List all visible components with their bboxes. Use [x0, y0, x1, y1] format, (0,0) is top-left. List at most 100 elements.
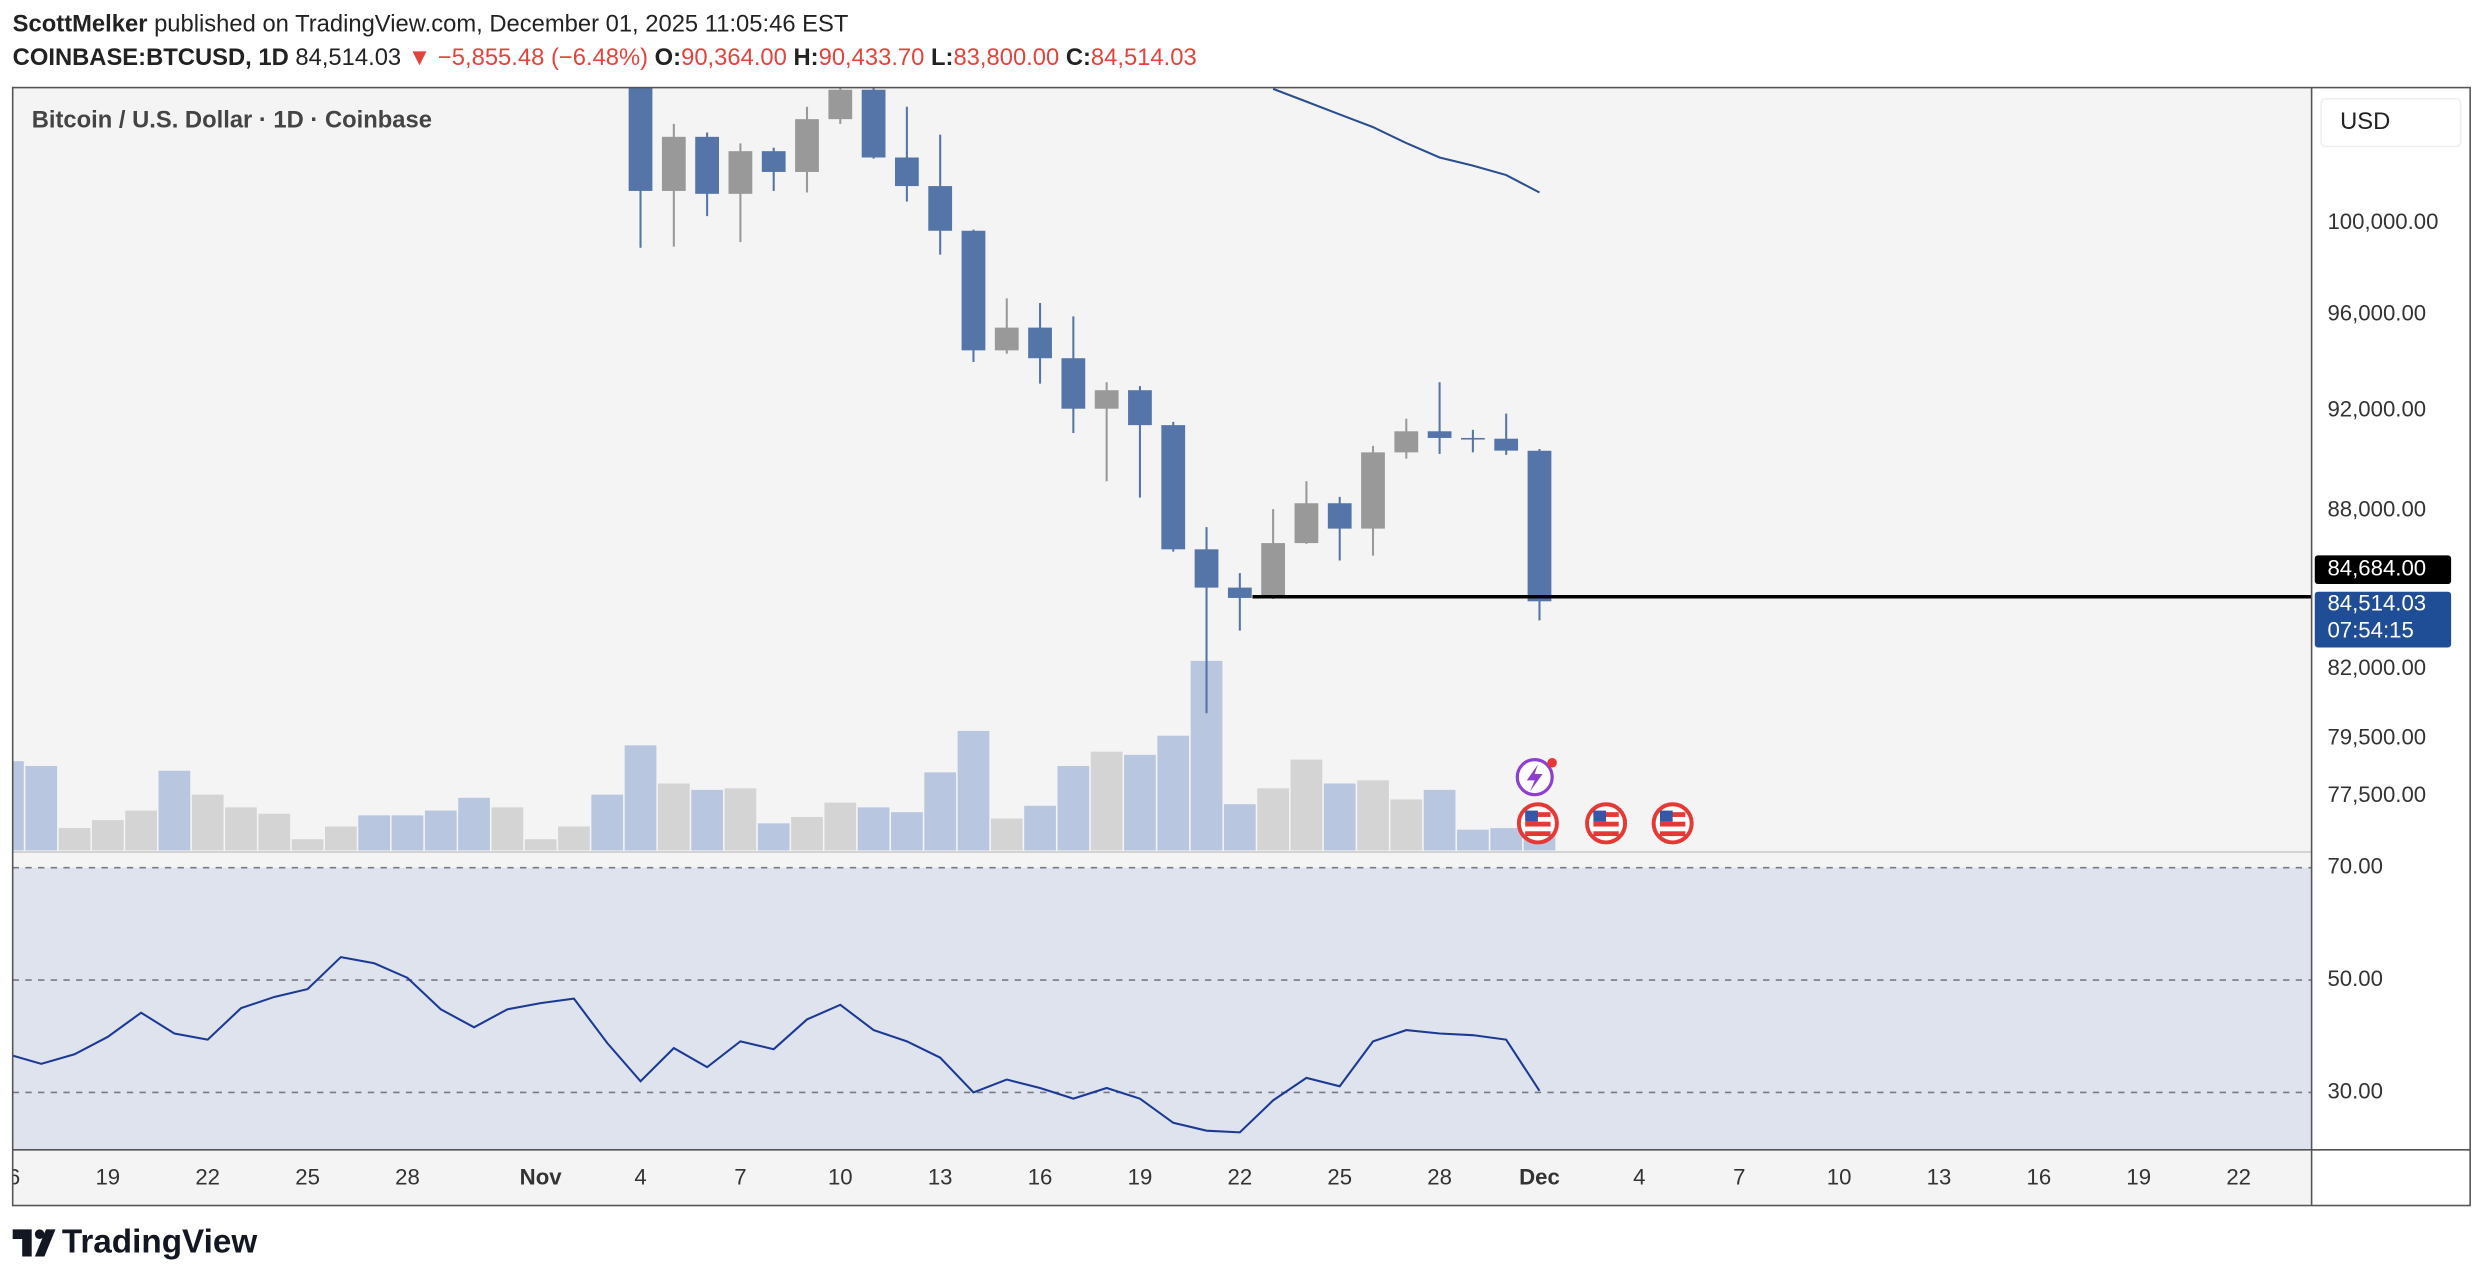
flag-icon[interactable] [1585, 802, 1628, 845]
brand-logo [12, 1229, 56, 1257]
candle-body [861, 89, 886, 158]
volume-bar [25, 765, 58, 851]
volume-bar [91, 820, 124, 851]
price-axis: 77,500.00 79,500.00 82,000.00 88,000.00 92,0… [2314, 209, 2452, 1103]
y-tick-label: 96,000.00 [2327, 301, 2426, 326]
candle-body [1094, 390, 1119, 409]
ohlc-value: 83,800.00 [953, 44, 1059, 71]
candle-body [1394, 431, 1419, 453]
candle-body [994, 327, 1019, 351]
last-price-label: 84,514.03 [2327, 590, 2426, 615]
volume-bar [724, 788, 757, 851]
event-dot [1547, 758, 1557, 768]
volume-bar [125, 810, 157, 851]
volume-bar [358, 815, 391, 851]
volume-bar [391, 815, 424, 851]
volume-bar [1157, 735, 1190, 851]
frame [11, 86, 2471, 1207]
volume-bar [1290, 759, 1323, 851]
price: 84,514.03 [295, 44, 401, 71]
published: published on TradingView.com, December 0… [154, 11, 849, 38]
volume-bar [325, 826, 357, 851]
volume-bar [891, 812, 923, 851]
y-tick-label: 100,000.00 [2327, 209, 2438, 234]
volume-bar [491, 807, 524, 851]
volume-bar [558, 826, 590, 851]
volume-bar [1490, 828, 1523, 851]
author: ScottMelker [13, 11, 148, 38]
volume-bar [657, 783, 690, 851]
y-tick-label: 79,500.00 [2327, 725, 2426, 750]
hline-label-box [2314, 555, 2452, 585]
chart-title: Bitcoin / U.S. Dollar · 1D · Coinbase [32, 106, 432, 133]
volume-bar [1457, 829, 1489, 851]
volume-bar [1357, 780, 1389, 851]
volume-bar [1024, 805, 1056, 851]
volume-bar [691, 789, 723, 851]
volume-bar [12, 761, 24, 851]
candle-body [1361, 452, 1385, 529]
volume-bar [291, 839, 324, 851]
candle-body [1161, 425, 1186, 550]
countdown: 07:54:15 [2327, 617, 2413, 642]
candle-body [1028, 327, 1052, 359]
ohlc-value: 90,364.00 [681, 44, 787, 71]
candle-body [761, 151, 786, 172]
volume-bar [191, 794, 224, 851]
y-tick-label: 82,000.00 [2327, 655, 2426, 680]
candle-body [1461, 437, 1485, 440]
ohlc-label: C: [1066, 44, 1091, 71]
y-tick-label: 77,500.00 [2327, 782, 2426, 807]
x-tick-label: 19 [2126, 1164, 2151, 1189]
ohlc-value: 90,433.70 [819, 44, 925, 71]
x-tick-label: 13 [1927, 1164, 1952, 1189]
change: ▼ −5,855.48 (−6.48%) [408, 44, 648, 71]
last-price-box [2314, 591, 2452, 648]
volume-bar [791, 816, 823, 851]
volume-bar [591, 794, 624, 851]
flag-icon[interactable] [1516, 802, 1559, 845]
x-tick-label: Dec [1519, 1164, 1560, 1189]
x-tick-label: 19 [95, 1164, 120, 1189]
candle-body [1327, 503, 1352, 529]
rsi-band [12, 867, 2312, 1150]
candle-body [1227, 587, 1252, 598]
volume-bar [158, 770, 191, 851]
candle-body [795, 119, 819, 172]
ohlc-label: H: [794, 44, 819, 71]
candle-body [1294, 503, 1319, 544]
volume-bar [957, 730, 990, 851]
x-tick-label: 28 [1427, 1164, 1452, 1189]
candle-body [728, 151, 753, 194]
x-tick-label: 7 [1733, 1164, 1745, 1189]
symbol-line: COINBASE:BTCUSD, 1D 84,514.03 ▼ −5,855.4… [13, 44, 1197, 71]
rsi-tick-label: 70.00 [2327, 854, 2383, 879]
flag-icon[interactable] [1651, 802, 1694, 845]
volume-bar [990, 818, 1023, 851]
x-tick-label: 10 [828, 1164, 853, 1189]
x-tick-label: 25 [1327, 1164, 1352, 1189]
ohlc-label: L: [931, 44, 953, 71]
candle-body [628, 87, 653, 191]
candle-body [1061, 358, 1086, 409]
candle-body [1527, 450, 1552, 602]
volume-bar [1257, 788, 1289, 851]
currency[interactable]: USD [2340, 108, 2390, 135]
currency-box[interactable] [2320, 97, 2462, 148]
event-icons [1515, 758, 1694, 845]
volume-bar [824, 802, 857, 851]
volume-bar [225, 807, 257, 851]
volume-bar [424, 810, 457, 851]
x-tick-label: 16 [2027, 1164, 2052, 1189]
volume-bar [857, 807, 890, 851]
x-tick-label: 22 [195, 1164, 220, 1189]
time-axis: 16 19 22 25 28 Nov 4 7 10 13 16 19 22 25 28 Dec 4 7 10 13 16… [0, 1164, 2251, 1189]
x-tick-label: 4 [634, 1164, 646, 1189]
symbol: COINBASE:BTCUSD, 1D [13, 44, 289, 71]
volume-bar [1057, 765, 1090, 851]
candle-body [1427, 431, 1452, 438]
x-tick-label: 16 [0, 1164, 20, 1189]
rsi-line [12, 955, 1541, 1134]
